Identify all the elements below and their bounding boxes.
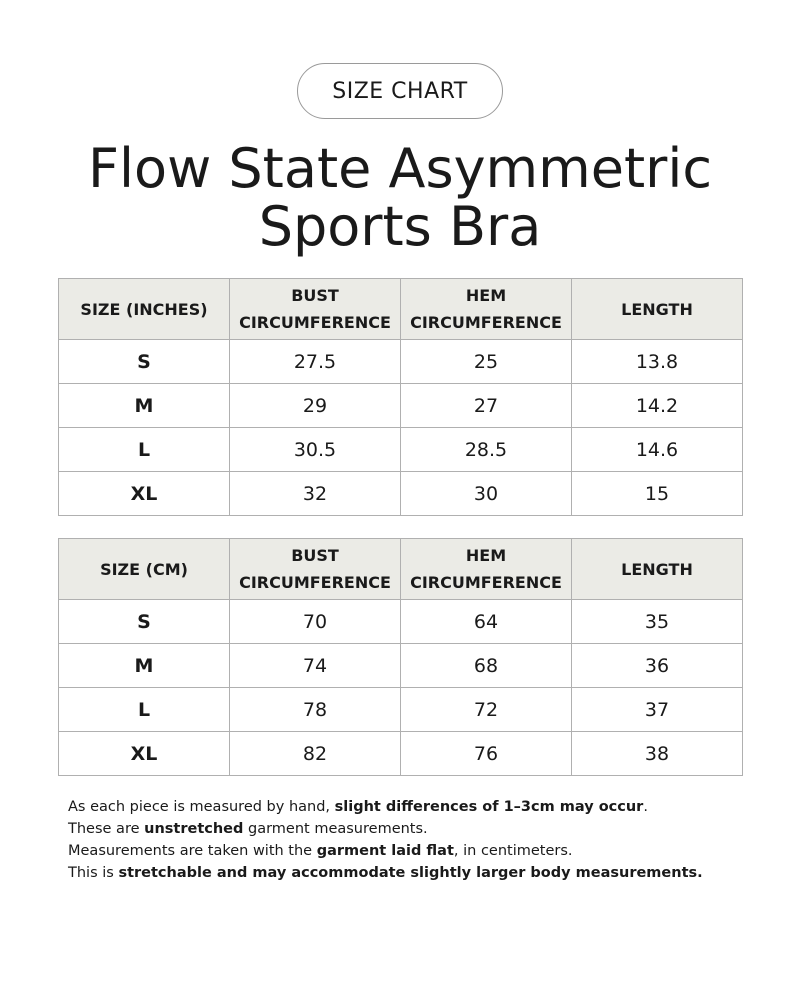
note-text: These are: [68, 821, 145, 837]
table-cell: M: [58, 383, 230, 428]
header-cell: BUST CIRCUMFERENCE: [229, 538, 401, 600]
note-text: garment laid flat: [316, 843, 454, 859]
table-row: M 29 27 14.2: [58, 383, 743, 428]
table-row: XL 32 30 15: [58, 471, 743, 516]
header-cell: HEM CIRCUMFERENCE: [400, 278, 572, 340]
table-row: S 27.5 25 13.8: [58, 339, 743, 384]
title-line: Flow State Asymmetric: [87, 137, 713, 200]
table-cell: L: [58, 427, 230, 472]
title-line: Sports Bra: [258, 195, 542, 258]
table-cell: 70: [229, 599, 401, 644]
table-cell: 25: [400, 339, 572, 384]
table-cell: 82: [229, 731, 401, 776]
table-cell: 72: [400, 687, 572, 732]
note-line: This is stretchable and may accommodate …: [68, 862, 703, 884]
table-cell: 74: [229, 643, 401, 688]
table-row: L 30.5 28.5 14.6: [58, 427, 743, 472]
table-cell: 36: [571, 643, 743, 688]
note-line: As each piece is measured by hand, sligh…: [68, 796, 703, 818]
table-cell: 30: [400, 471, 572, 516]
table-cell: 15: [571, 471, 743, 516]
table-cell: S: [58, 339, 230, 384]
header-cell: SIZE (INCHES): [58, 278, 230, 340]
note-text: As each piece is measured by hand,: [68, 799, 335, 815]
table-cell: 35: [571, 599, 743, 644]
table-cell: S: [58, 599, 230, 644]
badge: SIZE CHART: [297, 63, 503, 119]
table-cell: 27: [400, 383, 572, 428]
table-cell: 38: [571, 731, 743, 776]
note-text: , in centimeters.: [453, 843, 573, 859]
table-cell: M: [58, 643, 230, 688]
table-cell: 32: [229, 471, 401, 516]
note-text: .: [643, 799, 648, 815]
table-cell: 37: [571, 687, 743, 732]
note-line: Measurements are taken with the garment …: [68, 840, 703, 862]
header-row: SIZE (INCHES) BUST CIRCUMFERENCE HEM CIRCU…: [58, 278, 743, 340]
note-text: unstretched: [144, 821, 244, 837]
header-cell: HEM CIRCUMFERENCE: [400, 538, 572, 600]
title: Flow State Asymmetric Sports Bra: [0, 140, 800, 256]
header-cell: BUST CIRCUMFERENCE: [229, 278, 401, 340]
table-cell: 68: [400, 643, 572, 688]
note-line: These are unstretched garment measuremen…: [68, 818, 703, 840]
header-cell: LENGTH: [571, 278, 743, 340]
size-table: SIZE (INCHES) BUST CIRCUMFERENCE HEM CIRCU…: [58, 278, 743, 516]
header-cell: SIZE (CM): [58, 538, 230, 600]
table-cell: 14.2: [571, 383, 743, 428]
table-cell: 13.8: [571, 339, 743, 384]
note-text: garment measurements.: [243, 821, 428, 837]
note-text: This is: [68, 865, 119, 881]
note-text: stretchable and may accommodate slightly…: [118, 865, 703, 881]
table-row: L 78 72 37: [58, 687, 743, 732]
table-cell: XL: [58, 731, 230, 776]
header-row: SIZE (CM) BUST CIRCUMFERENCE HEM CIRCUMFER…: [58, 538, 743, 600]
table-row: S 70 64 35: [58, 599, 743, 644]
table-cell: 27.5: [229, 339, 401, 384]
table-cell: 64: [400, 599, 572, 644]
note-text: slight differences of 1–3cm may occur: [334, 799, 644, 815]
notes: As each piece is measured by hand, sligh…: [68, 796, 703, 884]
header-cell: LENGTH: [571, 538, 743, 600]
size-table: SIZE (CM) BUST CIRCUMFERENCE HEM CIRCUMFER…: [58, 538, 743, 776]
table-row: XL 82 76 38: [58, 731, 743, 776]
table-cell: 30.5: [229, 427, 401, 472]
table-cell: 76: [400, 731, 572, 776]
table-cell: 29: [229, 383, 401, 428]
table-cell: 14.6: [571, 427, 743, 472]
note-text: Measurements are taken with the: [68, 843, 317, 859]
table-cell: XL: [58, 471, 230, 516]
table-row: M 74 68 36: [58, 643, 743, 688]
table-cell: 78: [229, 687, 401, 732]
table-cell: L: [58, 687, 230, 732]
table-cell: 28.5: [400, 427, 572, 472]
